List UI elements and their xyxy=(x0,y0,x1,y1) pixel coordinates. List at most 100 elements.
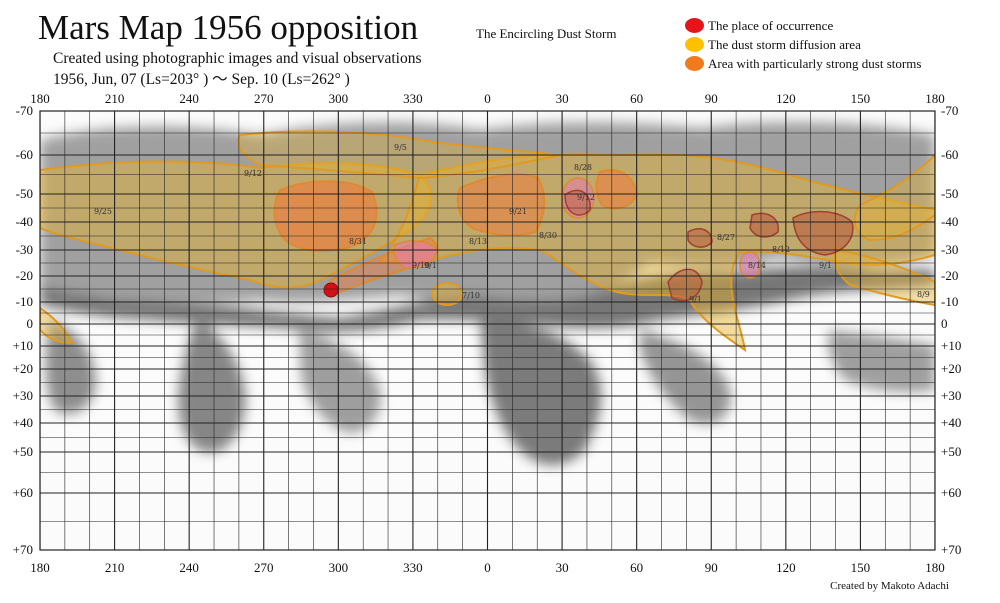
latitude-label-left: +30 xyxy=(12,388,33,403)
pink-area-2 xyxy=(739,251,761,279)
date-annotation: 9/1 xyxy=(689,295,702,304)
yellow-dot-icon xyxy=(685,37,704,52)
orange-dot-icon xyxy=(685,56,704,71)
date-annotation: 9/21 xyxy=(509,207,527,216)
date-annotation: 8/27 xyxy=(717,233,735,242)
latitude-label-right: -70 xyxy=(941,103,959,118)
legend-item-diffusion: The dust storm diffusion area xyxy=(685,35,921,54)
longitude-label-bottom: 210 xyxy=(104,560,125,575)
latitude-label-right: -40 xyxy=(941,214,959,229)
latitude-label-left: -20 xyxy=(15,268,33,283)
legend-label: Area with particularly strong dust storm… xyxy=(708,55,922,71)
longitude-label-top: 120 xyxy=(776,91,796,106)
brown-area-5 xyxy=(564,189,591,216)
map-source-description: Created using photographic images and vi… xyxy=(53,50,422,67)
longitude-label-top: 210 xyxy=(104,91,125,106)
page-title: Mars Map 1956 opposition xyxy=(38,8,419,47)
longitude-label-top: 300 xyxy=(328,91,349,106)
date-annotation: 9/5 xyxy=(394,143,407,152)
grid xyxy=(40,111,935,550)
longitude-label-bottom: 0 xyxy=(484,560,491,575)
dark-albedo-syrtis xyxy=(480,318,602,465)
latitude-label-left: -40 xyxy=(15,214,33,229)
dark-albedo-west xyxy=(45,320,96,414)
date-annotation: 8/30 xyxy=(539,231,557,240)
date-annotation: 8/9 xyxy=(917,290,930,299)
diffusion-area-equator-east xyxy=(833,248,935,307)
map-date-range: 1956, Jun, 07 (Ls=203° ) ～ Sep. 10 (Ls=2… xyxy=(53,71,350,88)
credit: Created by Makoto Adachi xyxy=(830,580,949,592)
legend-label: The dust storm diffusion area xyxy=(708,36,861,52)
occurrence-point xyxy=(323,282,339,298)
longitude-label-bottom: 60 xyxy=(630,560,644,575)
latitude-label-right: +30 xyxy=(941,388,962,403)
date-annotations: 9/5 9/12 9/25 8/28 9/12 9/21 8/30 8/13 8/31 9/1 7/… xyxy=(94,143,930,304)
date-annotation: 9/1 xyxy=(819,261,832,270)
longitude-label-top: 150 xyxy=(850,91,871,106)
longitude-label-bottom: 300 xyxy=(328,560,349,575)
legend-item-occurrence: The place of occurrence xyxy=(685,16,921,35)
latitude-label-right: +20 xyxy=(941,361,962,376)
date-annotation: 9/25 xyxy=(94,207,112,216)
legend: The place of occurrence The dust storm d… xyxy=(685,16,921,73)
date-annotation: 9/10 xyxy=(412,261,430,270)
strong-area-central xyxy=(456,173,546,237)
latitude-label-left: +50 xyxy=(12,444,33,459)
latitude-label-left: -70 xyxy=(15,103,33,118)
latitude-label-right: -50 xyxy=(941,186,959,201)
date-annotation: 8/12 xyxy=(772,245,790,254)
legend-item-strong: Area with particularly strong dust storm… xyxy=(685,54,921,73)
date-annotation: 9/12 xyxy=(577,193,595,202)
longitude-label-top: 180 xyxy=(925,91,945,106)
longitude-label-bottom: 120 xyxy=(776,560,796,575)
latitude-label-right: +50 xyxy=(941,444,962,459)
longitude-label-bottom: 270 xyxy=(254,560,274,575)
longitude-label-top: 270 xyxy=(254,91,274,106)
latitude-label-left: +70 xyxy=(12,542,33,557)
longitude-label-top: 0 xyxy=(484,91,491,106)
longitude-label-bottom: 180 xyxy=(30,560,50,575)
latitude-label-right: -30 xyxy=(941,242,959,257)
longitude-label-bottom: 330 xyxy=(403,560,423,575)
date-annotation: 8/13 xyxy=(469,237,487,246)
latitude-label-left: -50 xyxy=(15,186,33,201)
latitude-label-right: -60 xyxy=(941,147,959,162)
longitude-label-top: 180 xyxy=(30,91,50,106)
latitude-label-left: 0 xyxy=(26,316,34,331)
red-dot-icon xyxy=(685,18,704,33)
date-annotation: 8/28 xyxy=(574,163,592,172)
date-annotation: 8/31 xyxy=(349,237,367,246)
longitude-label-top: 30 xyxy=(555,91,569,106)
longitude-label-top: 60 xyxy=(630,91,644,106)
longitude-label-bottom: 30 xyxy=(555,560,569,575)
dark-albedo-utopia xyxy=(640,330,731,424)
latitude-label-left: +20 xyxy=(12,361,33,376)
date-annotation: 7/10 xyxy=(462,291,480,300)
diffusion-area-small xyxy=(431,282,463,306)
longitude-label-bottom: 90 xyxy=(704,560,718,575)
map-frame xyxy=(39,110,936,551)
longitude-label-bottom: 150 xyxy=(850,560,871,575)
map-subtitle: The Encircling Dust Storm xyxy=(476,26,617,41)
dark-albedo-acidalium xyxy=(178,320,246,453)
latitude-label-right: +70 xyxy=(941,542,962,557)
brown-area-4 xyxy=(667,268,703,302)
longitude-label-bottom: 180 xyxy=(925,560,945,575)
latitude-label-left: +60 xyxy=(12,485,33,500)
latitude-label-right: +60 xyxy=(941,485,962,500)
longitude-label-top: 240 xyxy=(179,91,199,106)
latitude-label-right: -20 xyxy=(941,268,959,283)
date-annotation: 9/12 xyxy=(244,169,262,178)
strong-area-hellas-west xyxy=(273,180,378,252)
diffusion-area-northeast xyxy=(853,153,935,242)
latitude-label-left: -30 xyxy=(15,242,33,257)
longitude-label-bottom: 240 xyxy=(179,560,199,575)
diffusion-area-far-west xyxy=(40,306,74,344)
latitude-label-left: -10 xyxy=(15,294,33,309)
longitude-label-top: 330 xyxy=(403,91,423,106)
latitude-label-left: +40 xyxy=(12,415,33,430)
pink-area-1 xyxy=(393,240,439,270)
longitude-label-top: 90 xyxy=(704,91,718,106)
brown-area-3 xyxy=(687,228,713,248)
